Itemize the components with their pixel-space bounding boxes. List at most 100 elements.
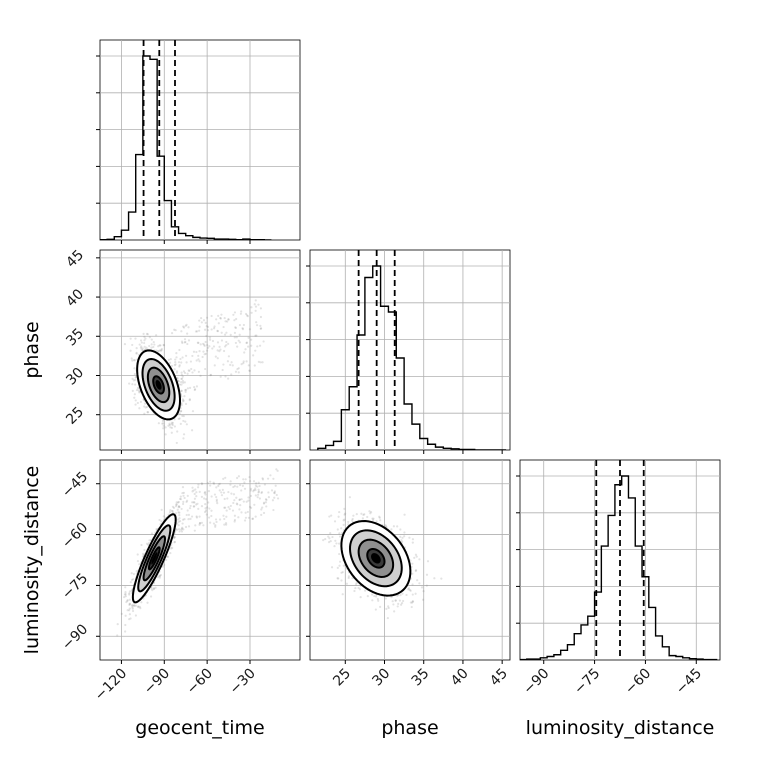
sample-point [253,503,256,506]
sample-point [211,339,215,343]
sample-point [200,482,203,485]
sample-point [247,364,250,367]
sample-point [135,352,138,355]
sample-point [240,363,243,366]
sample-point [175,441,178,445]
sample-point [178,514,181,517]
sample-point [176,522,179,525]
sample-point [384,597,387,600]
sample-point [387,605,390,608]
sample-point [123,593,127,596]
sample-point [378,515,381,518]
sample-point [204,367,207,371]
sample-point [181,491,184,495]
sample-point [161,422,164,425]
sample-point [198,319,201,322]
sample-point [354,583,358,586]
sample-point [178,505,181,509]
sample-point [166,555,169,559]
sample-point [138,407,141,410]
sample-point [171,510,174,513]
sample-point [366,515,369,519]
sample-point [273,491,276,494]
sample-point [183,341,186,344]
sample-point [130,572,133,575]
sample-point [379,519,382,522]
sample-point [182,494,185,497]
sample-point [374,608,377,611]
sample-point [335,542,338,545]
sample-point [184,388,188,391]
sample-point [402,599,405,603]
sample-point [128,598,131,601]
sample-point [225,523,228,526]
sample-point [140,543,143,547]
sample-point [210,328,213,331]
sample-point [141,347,144,350]
sample-point [185,499,189,502]
sample-point [261,477,264,480]
sample-point [173,536,176,539]
sample-point [175,503,178,506]
sample-point [351,577,354,580]
sample-point [232,485,235,489]
sample-point [369,512,372,515]
sample-point [203,328,207,331]
sample-point [191,371,194,374]
sample-point [116,634,119,637]
sample-point [337,577,340,580]
sample-point [199,343,202,346]
sample-point [225,515,228,518]
sample-point [143,341,146,345]
sample-point [186,342,189,346]
sample-point [212,522,216,525]
sample-point [255,482,258,485]
sample-point [233,311,237,314]
sample-point [242,361,245,365]
sample-point [174,505,178,508]
sample-point [194,330,198,333]
sample-point [247,499,250,502]
sample-point [161,419,164,423]
sample-point [189,517,192,520]
sample-point [177,511,180,514]
sample-point [175,512,178,515]
sample-point [193,492,196,496]
sample-point [136,387,139,390]
sample-point [192,505,195,508]
sample-point [238,341,242,344]
sample-point [158,518,161,522]
sample-point [418,558,421,561]
sample-point [338,564,341,567]
sample-point [143,405,146,408]
sample-point [137,606,140,609]
sample-point [128,607,131,610]
sample-point [387,606,390,610]
sample-point [410,601,414,604]
sample-point [248,505,252,508]
sample-point [128,618,131,621]
sample-point [191,486,194,489]
sample-point [185,423,188,426]
sample-point [124,595,127,598]
sample-point [204,491,207,494]
sample-point [384,524,387,527]
sample-point [176,528,179,531]
sample-point [236,476,239,480]
sample-point [405,593,408,597]
sample-point [230,361,233,364]
sample-point [371,593,374,596]
sample-point [171,505,175,508]
sample-point [334,539,337,542]
sample-point [162,344,166,347]
sample-point [182,325,185,328]
sample-point [233,520,236,523]
sample-point [394,599,397,602]
sample-point [399,528,402,531]
sample-point [200,521,204,524]
sample-point [338,552,341,556]
sample-point [193,501,196,504]
panel-frame-phase-phase [309,249,511,451]
sample-point [272,508,275,512]
sample-point [131,604,134,607]
